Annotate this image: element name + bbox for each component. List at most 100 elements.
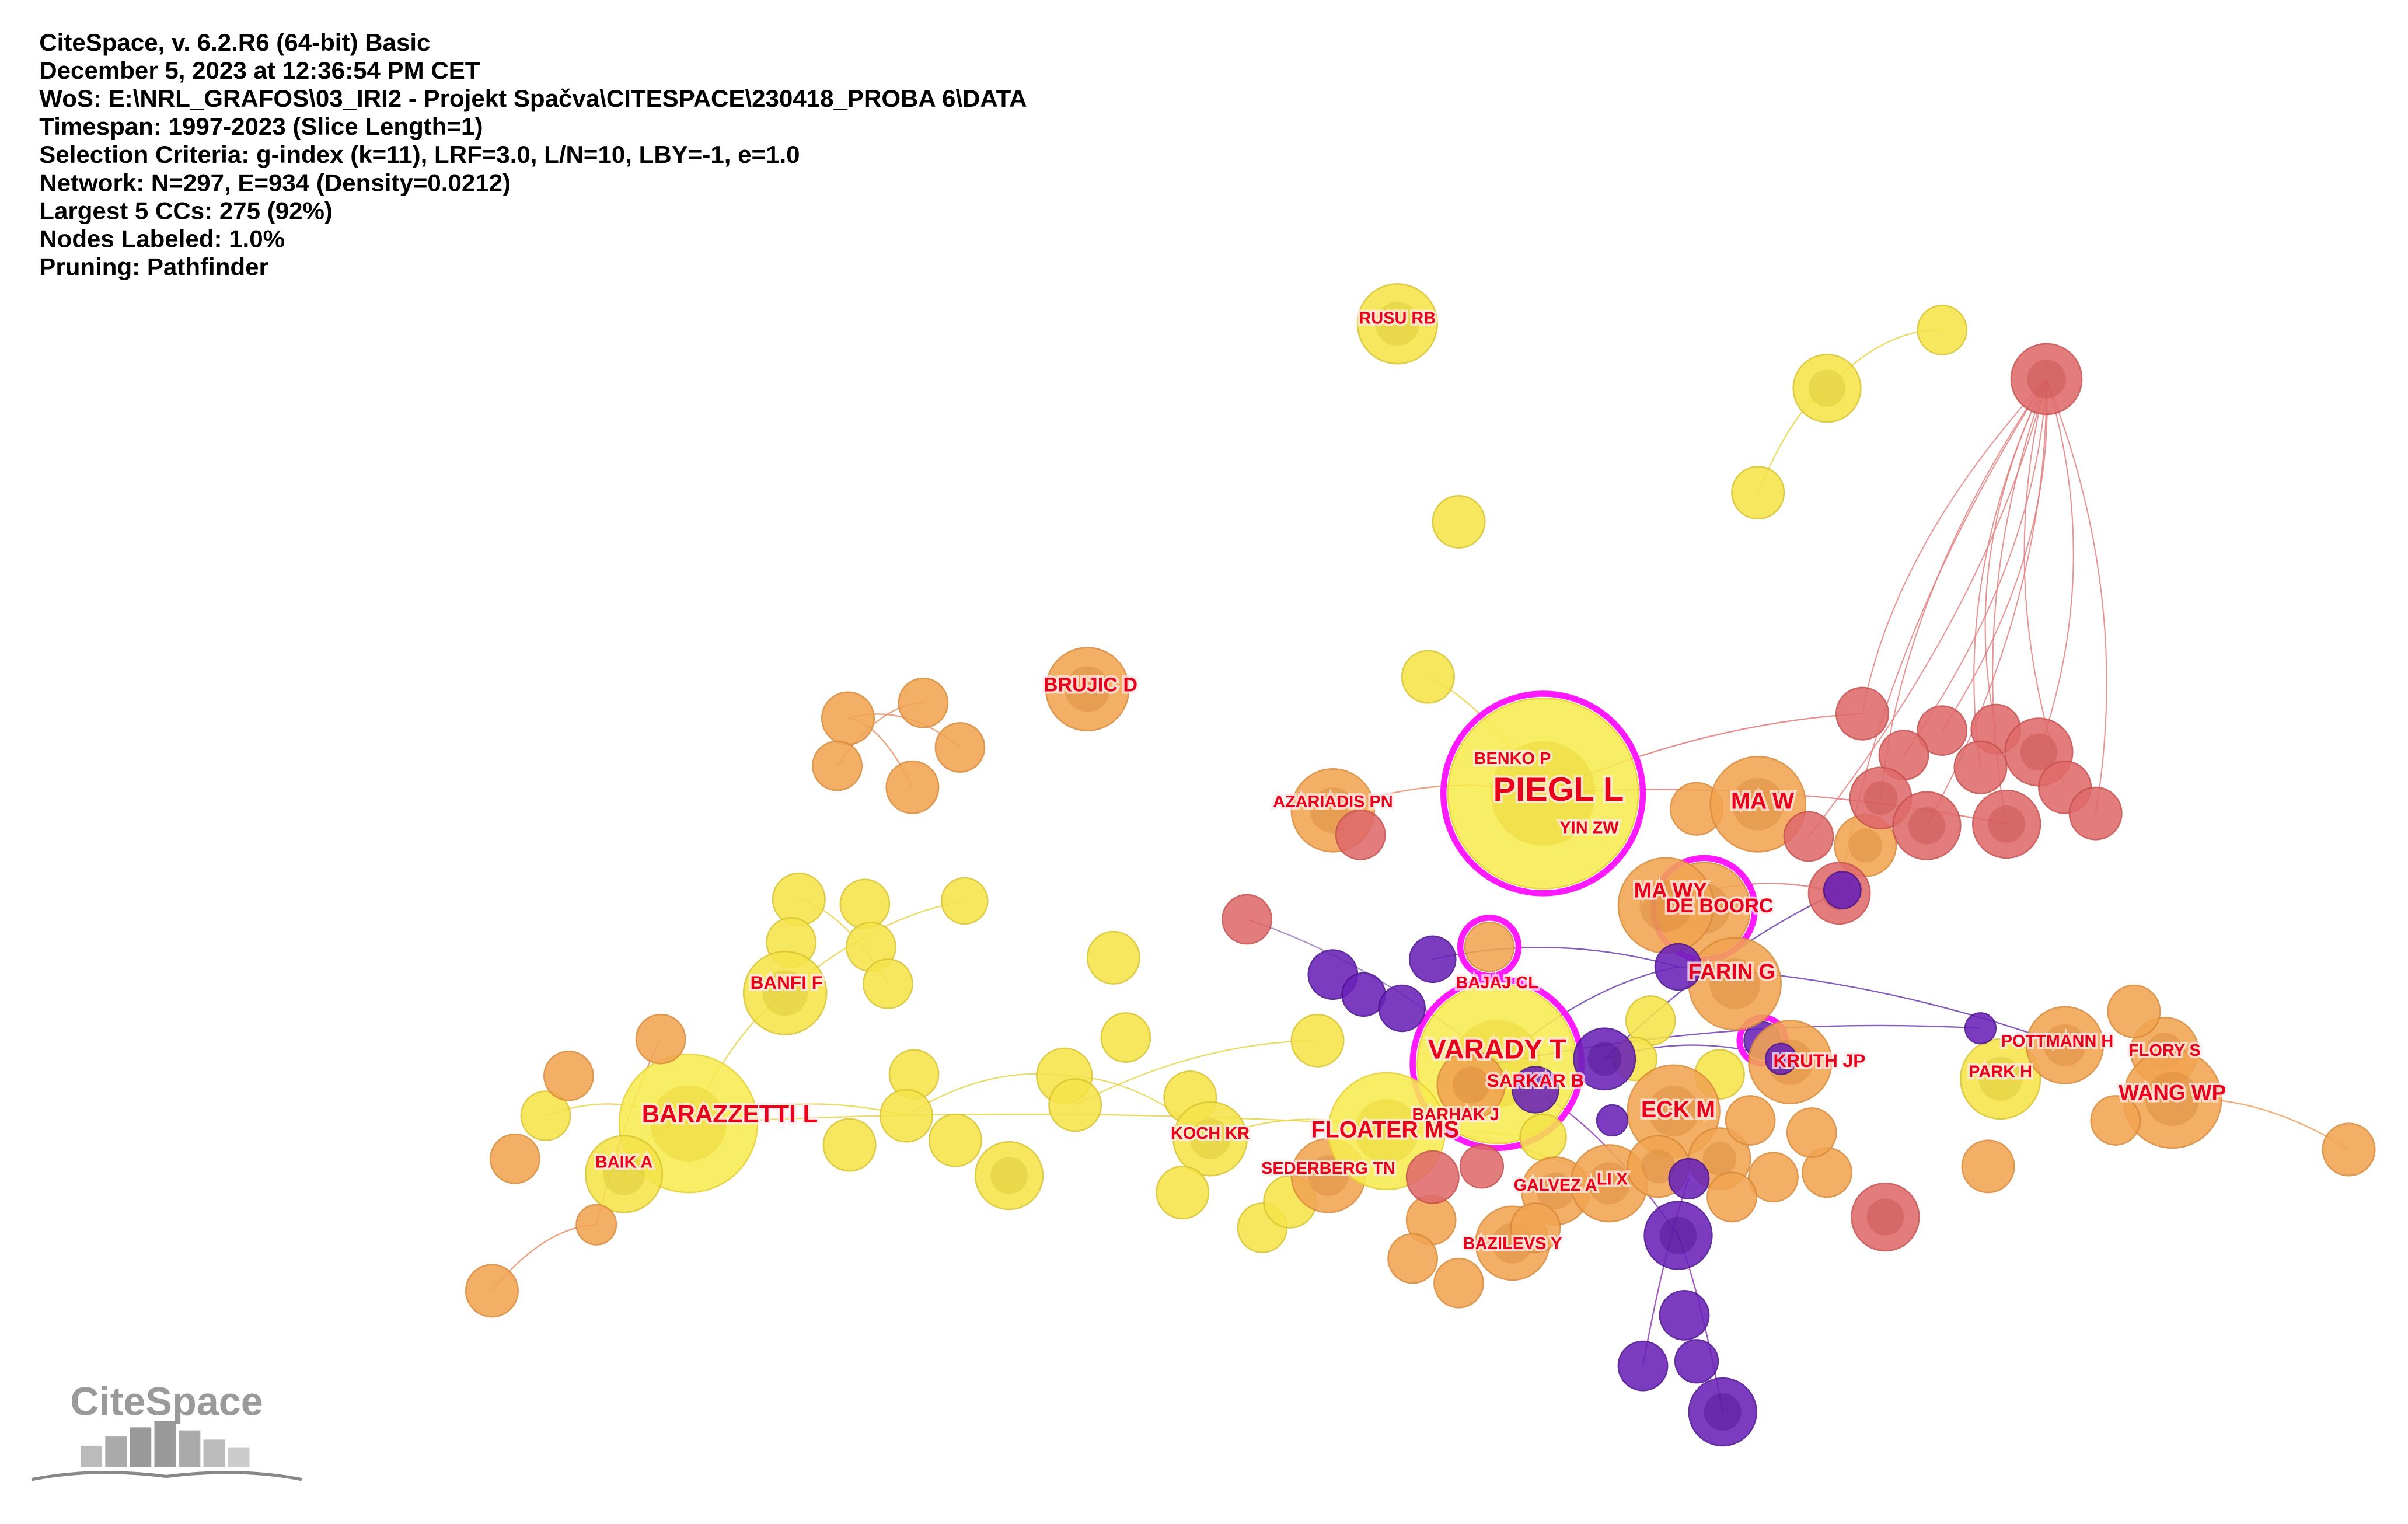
node <box>1596 1104 1629 1137</box>
node <box>929 1113 983 1167</box>
node <box>1387 1233 1438 1284</box>
node <box>1961 1139 2015 1194</box>
node-core <box>1452 1066 1490 1104</box>
node-core <box>650 1085 727 1162</box>
node-label: DE BOORC <box>1666 895 1773 917</box>
node <box>2090 1095 2141 1146</box>
node-label: BANFI F <box>751 972 823 993</box>
node-label: FLORY S <box>2128 1041 2201 1060</box>
node-core <box>1648 1086 1699 1137</box>
node <box>1748 1152 1799 1203</box>
node-core <box>1065 666 1111 712</box>
node-label: ECK M <box>1641 1097 1715 1122</box>
node-core <box>1732 777 1785 831</box>
node <box>635 1013 686 1065</box>
header-line: December 5, 2023 at 12:36:54 PM CET <box>39 57 480 84</box>
node-core <box>1587 1042 1622 1076</box>
node <box>1709 755 1807 853</box>
node-label: PIEGL L <box>1493 771 1624 808</box>
labels: RUSU RB BRUJIC D AZARIADIS PN BENKO P PIEGL … <box>593 307 2228 1256</box>
node-core <box>1988 805 2025 843</box>
node-label: MA W <box>1731 789 1795 814</box>
edge <box>1074 1040 1318 1106</box>
node-core <box>1908 807 1946 845</box>
logo-text: CiteSpace <box>70 1379 263 1424</box>
header-line: Nodes Labeled: 1.0% <box>39 225 285 253</box>
node <box>1290 1013 1345 1068</box>
node <box>974 1141 1044 1211</box>
node <box>839 878 891 930</box>
node-label: BAJAJ CL <box>1456 974 1538 992</box>
node <box>1356 283 1438 365</box>
node-label: BRUJIC D <box>1044 674 1137 696</box>
node <box>1335 810 1386 860</box>
logo: CiteSpace <box>31 1379 302 1481</box>
node-label: MA WY <box>1634 878 1707 902</box>
node-label: FARIN G <box>1688 960 1775 984</box>
node-core <box>1848 828 1883 863</box>
node <box>1792 354 1862 423</box>
header: CiteSpace, v. 6.2.R6 (64-bit) BasicDecem… <box>39 29 1027 281</box>
node-core <box>1704 1393 1742 1431</box>
node-core <box>1639 879 1692 932</box>
logo-bar <box>179 1430 201 1467</box>
node <box>1378 984 1426 1033</box>
node-core <box>1702 1142 1737 1176</box>
node-core <box>1641 1149 1676 1184</box>
node-label: SARKAR B <box>1487 1070 1585 1091</box>
node <box>1654 943 1702 991</box>
node <box>1045 647 1130 731</box>
node <box>862 958 913 1009</box>
node-core <box>1189 1118 1231 1159</box>
node-label: RUSU RB <box>1359 309 1436 328</box>
node <box>1510 1202 1561 1253</box>
node-core <box>1588 1162 1631 1205</box>
edge <box>2038 379 2074 752</box>
edge <box>1808 379 2047 837</box>
node <box>879 1089 933 1143</box>
node <box>2107 984 2161 1038</box>
header-line: Timespan: 1997-2023 (Slice Length=1) <box>39 113 483 140</box>
node <box>1917 304 1968 355</box>
node <box>1459 1144 1505 1189</box>
node <box>1086 930 1140 985</box>
edge <box>1861 378 2047 714</box>
node-core <box>1354 1098 1419 1163</box>
node-label: PARK H <box>1969 1063 2032 1082</box>
node <box>1409 935 1457 984</box>
node <box>1688 1377 1757 1447</box>
node-core <box>990 1157 1028 1194</box>
logo-bar <box>154 1421 176 1467</box>
node <box>2322 1122 2376 1177</box>
node-label: BENKO P <box>1474 749 1551 768</box>
node-label: VARADY T <box>1428 1034 1566 1065</box>
node <box>2010 343 2083 416</box>
edge <box>2046 379 2107 814</box>
node <box>812 740 863 791</box>
node <box>885 760 940 814</box>
node-core <box>1375 302 1419 346</box>
node-ring <box>1440 690 1646 897</box>
logo-bar <box>130 1427 152 1467</box>
node <box>1674 1339 1719 1384</box>
node <box>1725 1095 1776 1146</box>
node <box>2068 786 2123 841</box>
node <box>1643 1201 1713 1270</box>
edge <box>1973 379 2047 768</box>
node-core <box>1863 781 1898 815</box>
node <box>1405 1150 1460 1204</box>
node <box>742 950 828 1035</box>
node <box>1464 921 1515 972</box>
node <box>1573 1027 1636 1091</box>
header-line: Largest 5 CCs: 275 (92%) <box>39 197 333 224</box>
node-label: GALVEZ A <box>1514 1176 1597 1195</box>
node-core <box>1659 1216 1697 1254</box>
node-label: AZARIADIS PN <box>1273 793 1393 811</box>
edge <box>1903 379 2047 756</box>
logo-bar <box>105 1436 127 1467</box>
header-line: CiteSpace, v. 6.2.R6 (64-bit) Basic <box>39 29 430 56</box>
node-core <box>602 1153 645 1195</box>
node <box>1783 811 1834 862</box>
node <box>543 1050 594 1101</box>
